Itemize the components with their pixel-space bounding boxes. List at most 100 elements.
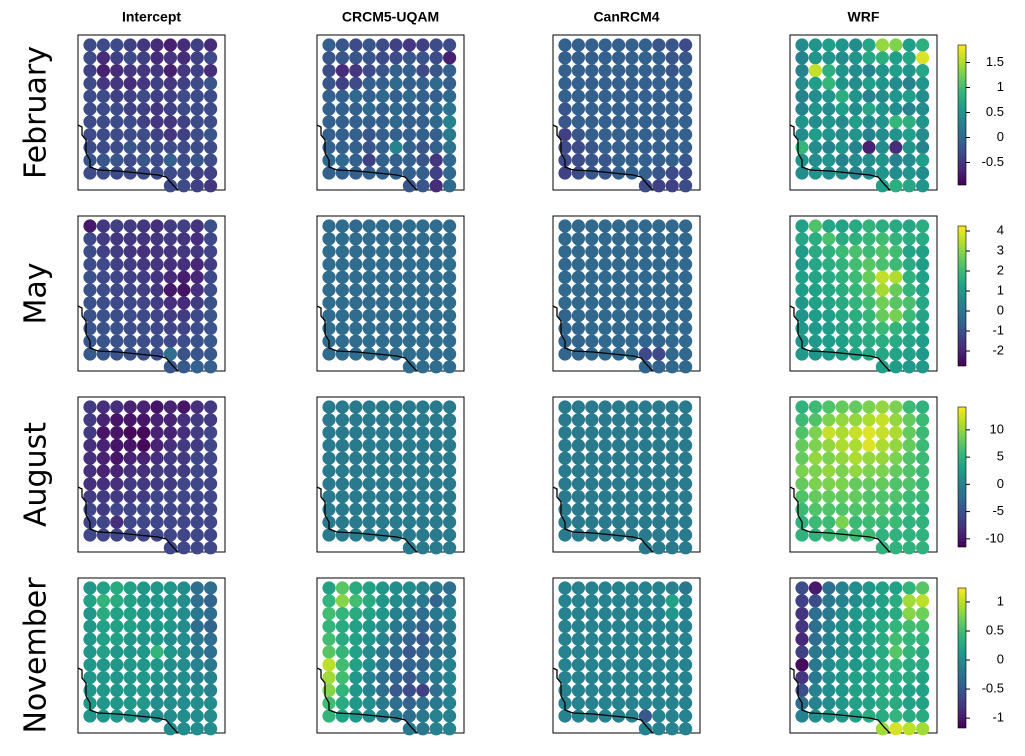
grid-dot <box>335 309 349 323</box>
grid-dot <box>822 658 836 672</box>
grid-dot <box>862 153 876 167</box>
grid-dot <box>416 219 430 233</box>
grid-dot <box>96 347 110 361</box>
grid-dot <box>96 76 110 90</box>
grid-dot <box>598 581 612 595</box>
grid-dot <box>652 658 666 672</box>
grid-dot <box>916 581 930 595</box>
grid-dot <box>598 153 612 167</box>
grid-dot <box>822 464 836 478</box>
grid-dot <box>849 645 863 659</box>
grid-dot <box>585 528 599 542</box>
grid-dot <box>652 347 666 361</box>
grid-dot <box>585 128 599 142</box>
grid-dot <box>571 709 586 723</box>
grid-dot <box>137 464 151 478</box>
grid-dot <box>902 321 916 335</box>
grid-dot <box>916 232 930 246</box>
grid-dot <box>875 140 890 154</box>
grid-dot <box>96 257 110 271</box>
grid-dot <box>612 102 626 116</box>
grid-dot <box>376 115 390 129</box>
grid-dot <box>875 438 890 452</box>
colorbar <box>957 587 967 729</box>
grid-dot <box>110 309 124 323</box>
grid-dot <box>389 426 403 440</box>
grid-dot <box>612 490 626 504</box>
grid-dot <box>150 632 164 646</box>
coastline <box>77 486 179 553</box>
grid-dot <box>822 632 836 646</box>
grid-dot <box>402 594 416 608</box>
grid-dot <box>638 594 653 608</box>
grid-dot <box>795 413 809 427</box>
grid-dot <box>822 334 836 348</box>
grid-dot <box>638 632 653 646</box>
grid-dot <box>96 38 110 52</box>
grid-dot <box>916 400 930 414</box>
grid-dot <box>652 594 666 608</box>
grid-dot <box>862 594 876 608</box>
grid-dot <box>110 321 124 335</box>
grid-dot <box>585 502 599 516</box>
grid-dot <box>322 232 336 246</box>
row-label: February <box>19 46 54 179</box>
grid-dot <box>322 709 336 723</box>
grid-dot <box>612 594 626 608</box>
grid-dot <box>638 413 653 427</box>
grid-dot <box>335 451 349 465</box>
grid-dot <box>389 128 403 142</box>
grid-dot <box>849 128 863 142</box>
grid-dot <box>190 541 204 555</box>
grid-dot <box>822 490 836 504</box>
grid-dot <box>652 490 666 504</box>
grid-dot <box>585 464 599 478</box>
grid-dot <box>389 400 403 414</box>
grid-dot <box>204 283 218 297</box>
grid-dot <box>612 607 626 621</box>
grid-dot <box>889 347 903 361</box>
grid-dot <box>652 426 666 440</box>
grid-dot <box>443 296 457 310</box>
grid-dot <box>110 438 124 452</box>
grid-dot <box>862 166 876 180</box>
grid-dot <box>204 245 218 259</box>
grid-dot <box>96 296 110 310</box>
grid-dot <box>862 309 876 323</box>
grid-dot <box>625 334 639 348</box>
grid-dot <box>585 115 599 129</box>
grid-dot <box>598 296 612 310</box>
grid-dot <box>190 257 204 271</box>
grid-dot <box>402 140 416 154</box>
grid-dot <box>916 347 930 361</box>
grid-dot <box>638 76 653 90</box>
grid-dot <box>665 400 679 414</box>
grid-dot <box>625 245 639 259</box>
grid-dot <box>875 541 890 555</box>
grid-dot <box>808 76 823 90</box>
grid-dot <box>862 334 876 348</box>
grid-dot <box>389 245 403 259</box>
grid-dot <box>96 594 110 608</box>
grid-dot <box>625 166 639 180</box>
grid-dot <box>322 38 336 52</box>
grid-dot <box>679 309 693 323</box>
grid-dot <box>665 722 679 736</box>
grid-dot <box>598 245 612 259</box>
grid-dot <box>416 696 430 710</box>
grid-dot <box>571 619 586 634</box>
grid-dot <box>322 581 336 595</box>
grid-dot <box>585 309 599 323</box>
grid-dot <box>822 51 836 65</box>
grid-dot <box>110 257 124 271</box>
grid-dot <box>429 413 443 427</box>
grid-dot <box>123 515 137 529</box>
grid-dot <box>679 232 693 246</box>
grid-dot <box>638 334 653 348</box>
grid-dot <box>902 51 916 65</box>
grid-dot <box>638 426 653 440</box>
grid-dot <box>204 426 218 440</box>
grid-dot <box>889 400 903 414</box>
grid-dot <box>625 594 639 608</box>
grid-dot <box>190 140 204 154</box>
